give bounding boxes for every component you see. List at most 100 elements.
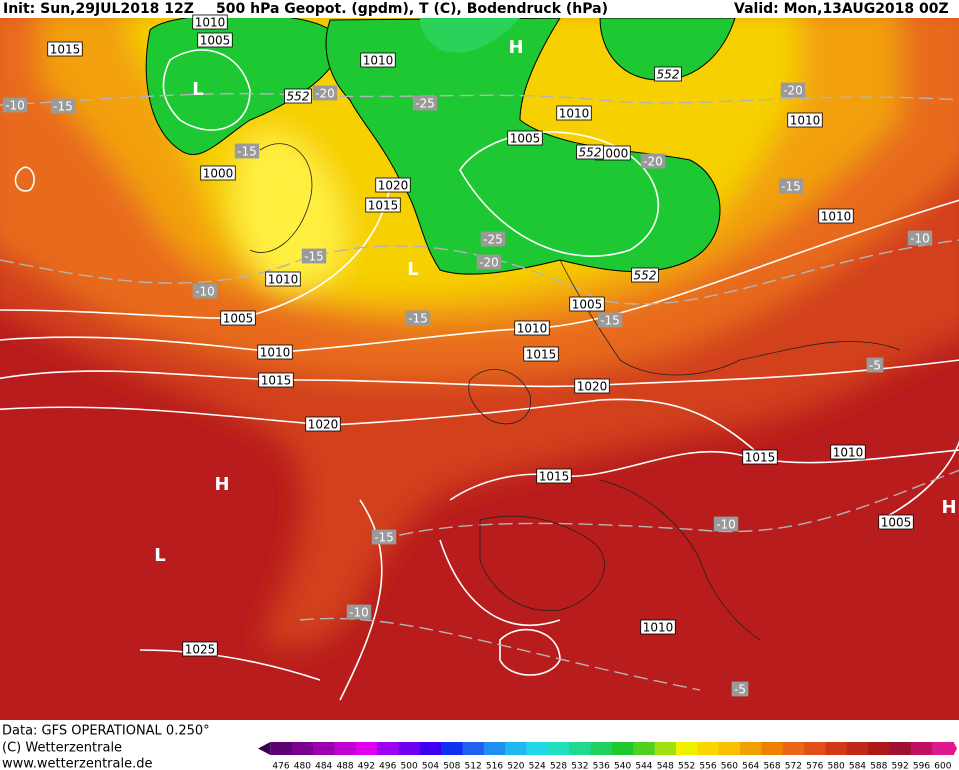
isotherm-label-box: [476, 254, 502, 270]
isobar-label-group: 1005: [569, 296, 605, 312]
colorbar-swatch: [804, 742, 826, 755]
isotherm-label-group: -15: [371, 529, 397, 545]
isobar-label-group: 1005: [878, 514, 914, 530]
isotherm-label-box: [731, 681, 749, 697]
isobar-label: 1015: [50, 43, 81, 57]
colorbar-label: 596: [913, 762, 930, 770]
isotherm-label: -20: [783, 84, 803, 98]
colorbar-label: 568: [763, 762, 780, 770]
isotherm-label-box: [907, 230, 933, 246]
isobar-label-group: 1010: [818, 208, 854, 224]
isotherm-label-group: -10: [713, 516, 739, 532]
isotherm-label-group: -10: [192, 283, 218, 299]
isotherm-label-box: [371, 529, 397, 545]
colorbar-swatch: [398, 742, 421, 755]
isobar-label: 1015: [368, 199, 399, 213]
isobar-label-group: 1015: [365, 197, 401, 213]
isobar-label: 1020: [378, 179, 409, 193]
isobar-label: 1010: [195, 16, 226, 30]
isobar-label-group: 1010: [257, 344, 293, 360]
colorbar-swatch: [526, 742, 549, 755]
isotherm-label-box: [866, 357, 884, 373]
isobar-label-box: [182, 641, 218, 657]
isobar-label: 1015: [745, 451, 776, 465]
colorbar-label: 588: [870, 762, 887, 770]
isobar-label: 1020: [577, 380, 608, 394]
pressure-center: H: [214, 474, 229, 495]
isobar-label-group: 1010: [265, 271, 301, 287]
colorbar-label: 532: [571, 762, 588, 770]
colorbar-label: 520: [507, 762, 524, 770]
isotherm-label: -5: [869, 359, 881, 373]
pressure-center: L: [407, 259, 418, 280]
colorbar-label: 552: [678, 762, 695, 770]
isotherm-label-box: [234, 143, 260, 159]
colorbar-swatch: [675, 742, 698, 755]
colorbar-swatch: [334, 742, 357, 755]
isobar-label-group: 1025: [182, 641, 218, 657]
isotherm-label-box: [780, 82, 806, 98]
init-time: Init: Sun,29JUL2018 12Z: [3, 1, 194, 17]
colorbar-swatch: [547, 742, 570, 755]
isobar-label-box: [507, 130, 543, 146]
colorbar-label: 592: [892, 762, 909, 770]
colorbar-label: 500: [401, 762, 418, 770]
data-source: Data: GFS OPERATIONAL 0.250°: [2, 724, 210, 739]
isobar-label-group: 1020: [375, 177, 411, 193]
colorbar-label: 516: [486, 762, 503, 770]
isotherm-label: -15: [374, 531, 394, 545]
isobar-label-box: [742, 449, 778, 465]
geopotential-label: 552: [657, 68, 680, 82]
colorbar-swatch: [441, 742, 463, 755]
isobar-label-group: 1015: [258, 372, 294, 388]
colorbar-swatch: [697, 742, 720, 755]
low-blob: [145, 18, 339, 156]
colorbar-label: 512: [465, 762, 482, 770]
colorbar-label: 600: [934, 762, 951, 770]
geopotential-label-group: 552: [654, 66, 682, 82]
isobar-label-group: 1015: [47, 41, 83, 57]
isobar-label: 1015: [539, 470, 570, 484]
isotherm-label-group: -15: [234, 143, 260, 159]
isobar-label-box: [640, 619, 676, 635]
isobar-label: 1010: [559, 107, 590, 121]
colorbar-label: 572: [785, 762, 802, 770]
colorbar-label: 564: [742, 762, 759, 770]
trough-blob: [325, 18, 721, 275]
colorbar-swatch: [654, 742, 677, 755]
isobar-label-group: 1000: [200, 165, 236, 181]
isobar-label-group: 1015: [742, 449, 778, 465]
isobar-label-group: 1010: [192, 14, 228, 30]
isotherm-label-group: -5: [731, 681, 749, 697]
colorbar-swatch: [483, 742, 506, 755]
map-field: [0, 18, 959, 720]
isotherm-label: -20: [479, 256, 499, 270]
colorbar-label: 484: [315, 762, 332, 770]
colorbar-swatch: [740, 742, 762, 755]
isobar-label-box: [523, 346, 559, 362]
isobar-label-box: [257, 344, 293, 360]
isobar-label-box: [787, 112, 823, 128]
isotherm-label: -25: [483, 233, 503, 247]
colorbar-swatch: [313, 742, 335, 755]
isotherm-label: -5: [734, 683, 746, 697]
isotherm-label-group: -20: [312, 85, 338, 101]
isobar-label: 1015: [526, 348, 557, 362]
colorbar-swatch: [846, 742, 869, 755]
isobar-label-box: [192, 14, 228, 30]
colorbar-label: 580: [828, 762, 845, 770]
isobar-label-box: [574, 378, 610, 394]
geopotential-label: 552: [287, 90, 310, 104]
website: www.wetterzentrale.de: [2, 757, 152, 770]
isobar-label: 1020: [308, 418, 339, 432]
isobar-label-group: 1010: [640, 619, 676, 635]
colorbar-swatch: [825, 742, 848, 755]
isotherm-label-group: -10: [907, 230, 933, 246]
isobar-label-box: [514, 320, 550, 336]
isotherm-label: -15: [237, 145, 257, 159]
isobar-label: 1005: [572, 298, 603, 312]
isotherm-label: -25: [415, 97, 435, 111]
isotherm-label: -10: [195, 285, 215, 299]
isotherm-label-group: -15: [50, 98, 76, 114]
geopotential-label: 552: [579, 146, 602, 160]
